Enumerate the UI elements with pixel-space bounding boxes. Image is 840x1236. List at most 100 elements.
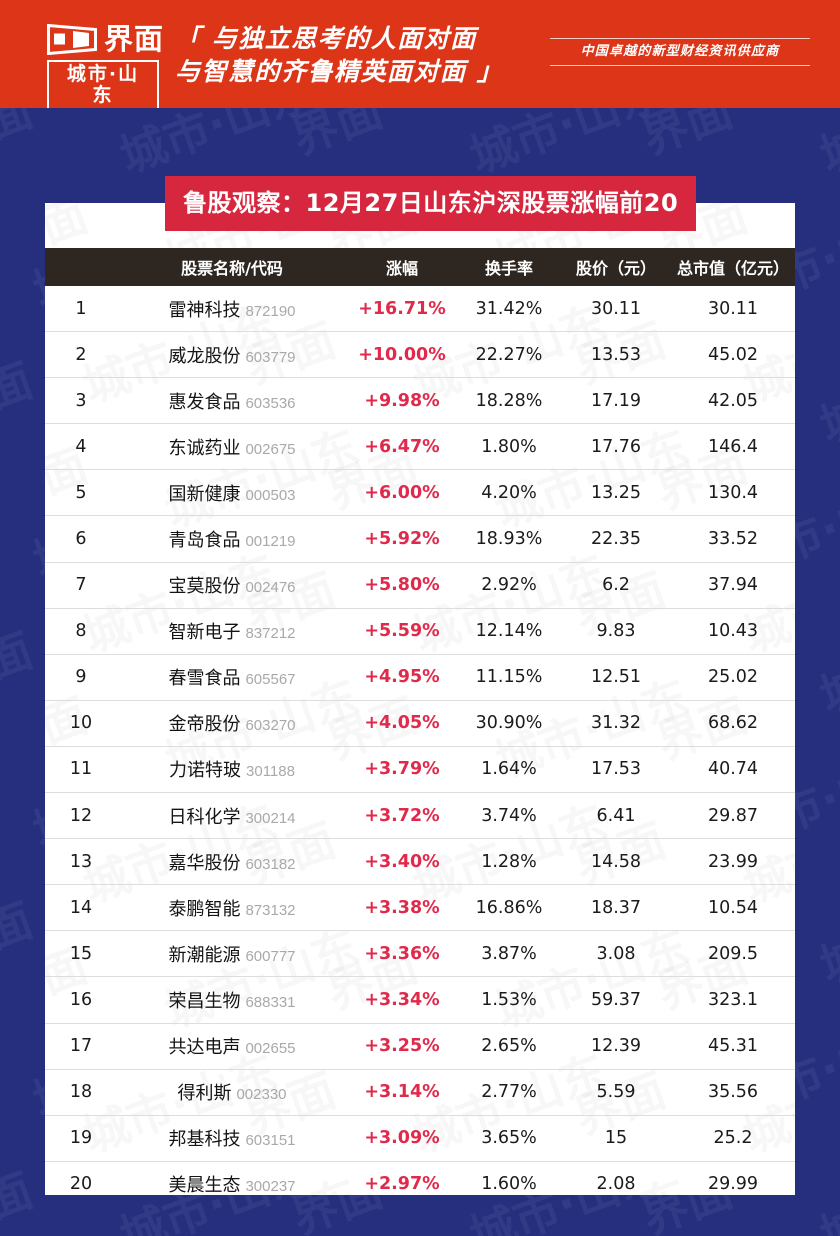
cell-price: 13.25 bbox=[561, 469, 671, 517]
cell-turnover: 30.90% bbox=[457, 700, 561, 747]
cell-change: +10.00% bbox=[347, 331, 457, 379]
change-value: +2.97% bbox=[364, 1174, 440, 1195]
stock-code: 872190 bbox=[245, 302, 296, 320]
table-row: 14 泰鹏智能 873132 +3.38% 16.86% 18.37 10.54 bbox=[45, 884, 795, 932]
cell-price: 22.35 bbox=[561, 515, 671, 563]
watermark-text: 界面 bbox=[0, 622, 40, 705]
cell-rank: 9 bbox=[45, 654, 117, 701]
stock-code: 873132 bbox=[245, 901, 296, 919]
cell-mcap: 25.2 bbox=[671, 1115, 795, 1162]
change-value: +4.95% bbox=[364, 667, 440, 688]
stock-code: 300214 bbox=[245, 809, 296, 827]
cell-turnover: 12.14% bbox=[457, 608, 561, 655]
stock-name: 日科化学 bbox=[168, 806, 241, 828]
stock-code: 837212 bbox=[245, 625, 296, 643]
change-value: +3.14% bbox=[364, 1082, 440, 1103]
col-head-rank bbox=[45, 248, 117, 286]
cell-turnover: 18.93% bbox=[457, 515, 561, 563]
stock-code: 603536 bbox=[245, 394, 296, 412]
cell-rank: 4 bbox=[45, 423, 117, 471]
cell-rank: 15 bbox=[45, 930, 117, 978]
cell-turnover: 2.77% bbox=[457, 1069, 561, 1116]
cell-mcap: 23.99 bbox=[671, 838, 795, 886]
watermark-text: 城市·山东 bbox=[812, 108, 840, 184]
watermark-text: 城市·山东 bbox=[812, 603, 840, 724]
stock-name: 荣昌生物 bbox=[168, 990, 241, 1012]
cell-price: 12.39 bbox=[561, 1023, 671, 1070]
cell-turnover: 22.27% bbox=[457, 331, 561, 379]
stock-code: 300237 bbox=[245, 1178, 296, 1195]
cell-price: 14.58 bbox=[561, 838, 671, 886]
stock-name: 新潮能源 bbox=[168, 944, 241, 966]
cell-rank: 7 bbox=[45, 562, 117, 609]
cell-turnover: 31.42% bbox=[457, 286, 561, 333]
table-body: 1 雷神科技 872190 +16.71% 31.42% 30.11 30.11 2 威龙股份 6… bbox=[45, 286, 795, 1195]
table-row: 7 宝莫股份 002476 +5.80% 2.92% 6.2 37.94 bbox=[45, 562, 795, 609]
stock-code: 603182 bbox=[245, 855, 296, 873]
change-value: +5.92% bbox=[364, 529, 440, 550]
cell-rank: 1 bbox=[45, 286, 117, 333]
change-value: +4.05% bbox=[364, 713, 440, 734]
stock-name: 惠发食品 bbox=[168, 391, 241, 413]
change-value: +9.98% bbox=[364, 390, 440, 411]
site-header-banner: 界面 城市·山东 「 与独立思考的人面对面 与智慧的齐鲁精英面对面 」 中国卓越… bbox=[0, 0, 840, 108]
stock-code: 000503 bbox=[245, 486, 296, 504]
cell-change: +5.92% bbox=[347, 515, 457, 563]
table-row: 4 东诚药业 002675 +6.47% 1.80% 17.76 146.4 bbox=[45, 423, 795, 471]
watermark-text: 城市·山东 bbox=[462, 108, 671, 184]
cell-mcap: 40.74 bbox=[671, 746, 795, 794]
cell-rank: 17 bbox=[45, 1023, 117, 1070]
stock-name: 东诚药业 bbox=[168, 437, 241, 459]
cell-price: 17.19 bbox=[561, 377, 671, 425]
table-row: 17 共达电声 002655 +3.25% 2.65% 12.39 45.31 bbox=[45, 1023, 795, 1070]
table-row: 5 国新健康 000503 +6.00% 4.20% 13.25 130.4 bbox=[45, 469, 795, 517]
change-value: +6.47% bbox=[364, 436, 440, 457]
change-value: +10.00% bbox=[358, 344, 446, 365]
cell-mcap: 42.05 bbox=[671, 377, 795, 425]
cell-stock: 共达电声 002655 bbox=[117, 1023, 347, 1070]
col-head-mcap: 总市值（亿元） bbox=[676, 259, 789, 278]
change-value: +16.71% bbox=[358, 298, 446, 319]
cell-turnover: 1.60% bbox=[481, 1174, 537, 1195]
cell-price: 3.08 bbox=[561, 930, 671, 978]
cell-rank: 6 bbox=[45, 515, 117, 563]
stock-code: 605567 bbox=[245, 671, 296, 689]
cell-change: +3.25% bbox=[347, 1023, 457, 1070]
cell-mcap: 29.99 bbox=[707, 1174, 759, 1195]
table-row: 8 智新电子 837212 +5.59% 12.14% 9.83 10.43 bbox=[45, 608, 795, 655]
cell-price: 17.76 bbox=[561, 423, 671, 471]
cell-price: 6.2 bbox=[561, 562, 671, 609]
stock-code: 002675 bbox=[245, 440, 296, 458]
cell-mcap: 68.62 bbox=[671, 700, 795, 747]
change-value: +3.40% bbox=[364, 851, 440, 872]
cell-stock: 青岛食品 001219 bbox=[117, 515, 347, 563]
stock-code: 301188 bbox=[246, 763, 295, 781]
cell-stock: 新潮能源 600777 bbox=[117, 930, 347, 978]
watermark-text: 城市·山东 bbox=[112, 108, 321, 184]
cell-stock: 得利斯 002330 bbox=[117, 1069, 347, 1116]
change-value: +3.09% bbox=[364, 1128, 440, 1149]
cell-stock: 威龙股份 603779 bbox=[117, 331, 347, 379]
stock-name: 美晨生态 bbox=[168, 1175, 241, 1195]
stock-name: 威龙股份 bbox=[168, 345, 241, 367]
cell-change: +4.05% bbox=[347, 700, 457, 747]
cell-change: +6.00% bbox=[347, 469, 457, 517]
stock-name: 雷神科技 bbox=[168, 299, 241, 321]
brand-name: 界面 bbox=[104, 22, 165, 56]
cell-stock: 泰鹏智能 873132 bbox=[117, 884, 347, 932]
cell-mcap: 35.56 bbox=[671, 1069, 795, 1116]
cell-change: +16.71% bbox=[347, 286, 457, 333]
cell-mcap: 33.52 bbox=[671, 515, 795, 563]
brand-top-row: 界面 bbox=[47, 22, 165, 56]
stock-code: 002476 bbox=[245, 579, 296, 597]
stock-code: 002330 bbox=[236, 1086, 287, 1104]
jiemian-frame-logo-icon bbox=[47, 23, 97, 56]
cell-change: +3.34% bbox=[347, 976, 457, 1024]
cell-price: 13.53 bbox=[561, 331, 671, 379]
stock-code: 001219 bbox=[245, 533, 296, 551]
cell-change: +5.59% bbox=[347, 608, 457, 655]
cell-rank: 20 bbox=[69, 1174, 93, 1195]
cell-price: 6.41 bbox=[561, 792, 671, 840]
cell-rank: 3 bbox=[45, 377, 117, 425]
cell-rank: 10 bbox=[45, 700, 117, 747]
